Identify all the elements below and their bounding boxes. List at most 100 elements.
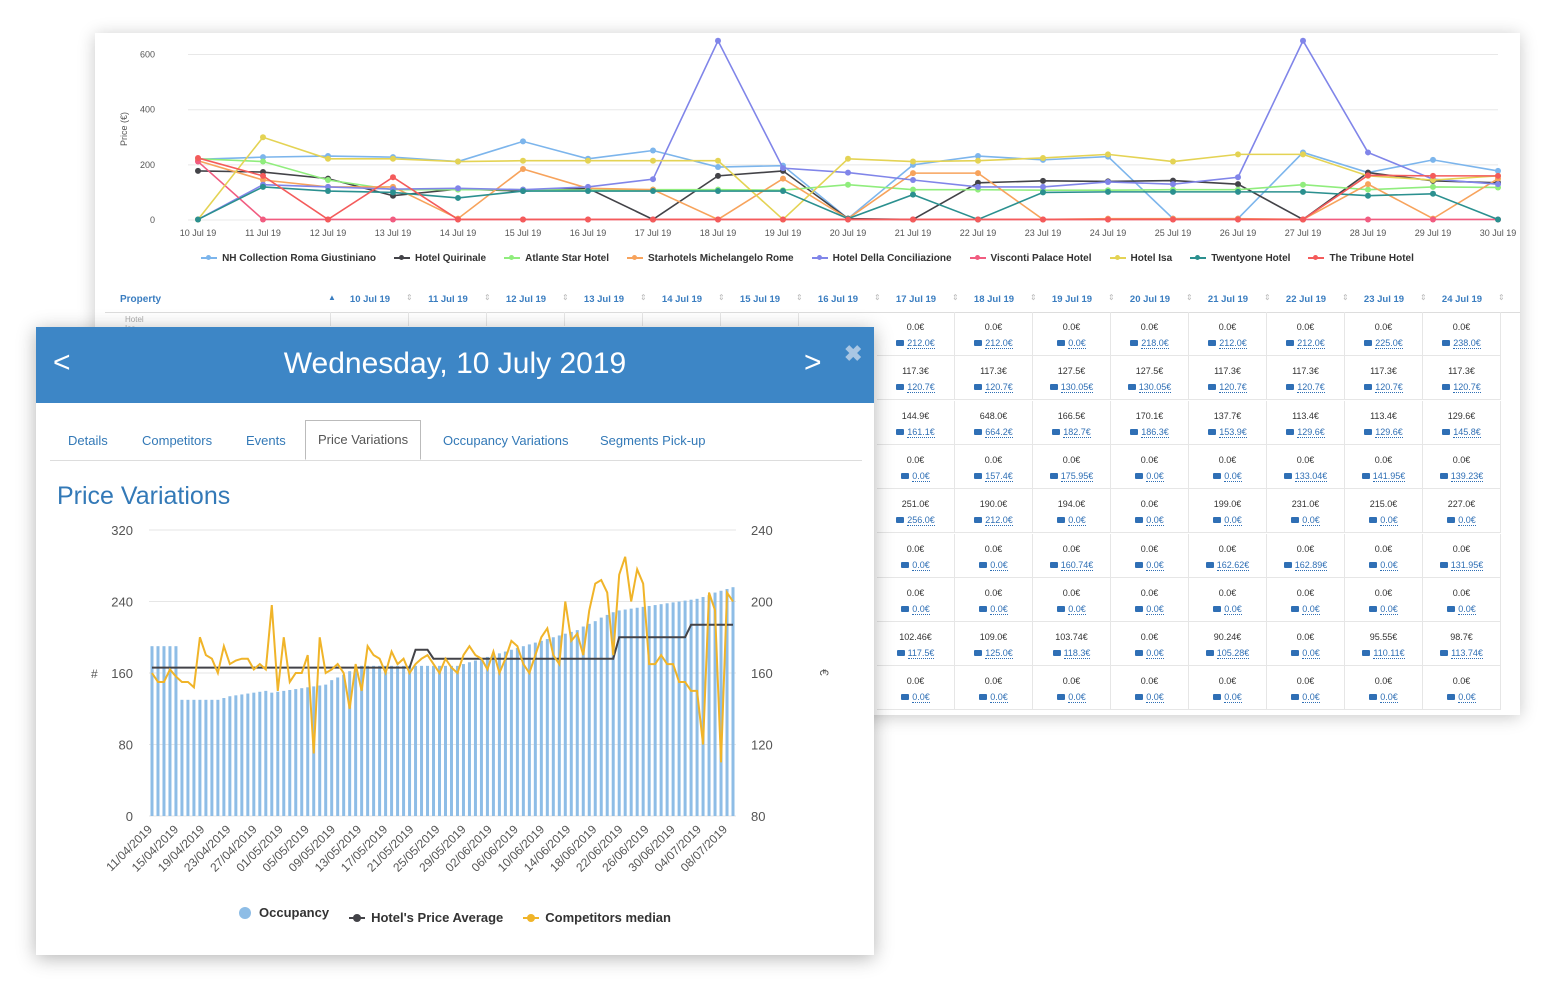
rate-cell[interactable]: 0.0€ 0.0€ xyxy=(955,666,1033,711)
date-column-header[interactable]: 12 Jul 19 xyxy=(505,294,547,305)
rate-cell[interactable]: 0.0€ 0.0€ xyxy=(1111,444,1189,489)
sort-icon[interactable]: ⇕ xyxy=(1030,293,1037,302)
rate-cell[interactable]: 0.0€ 0.0€ xyxy=(1345,666,1423,711)
rate-cell[interactable]: 98.7€ 113.74€ xyxy=(1423,622,1501,667)
sort-icon[interactable]: ⇕ xyxy=(1420,293,1427,302)
rate-cell[interactable]: 127.5€ 130.05€ xyxy=(1111,356,1189,401)
tab-price-variations[interactable]: Price Variations xyxy=(305,420,422,460)
rate-cell[interactable]: 194.0€ 0.0€ xyxy=(1033,489,1111,534)
sort-icon[interactable]: ⇕ xyxy=(718,293,725,302)
previous-day-button[interactable]: < xyxy=(53,346,71,379)
sort-icon[interactable]: ⇕ xyxy=(952,293,959,302)
rate-cell[interactable]: 137.7€ 153.9€ xyxy=(1189,400,1267,445)
date-column-header[interactable]: 24 Jul 19 xyxy=(1441,294,1483,305)
rate-cell[interactable]: 190.0€ 212.0€ xyxy=(955,489,1033,534)
rate-cell[interactable]: 0.0€ 0.0€ xyxy=(877,666,955,711)
legend-item[interactable]: Competitors median xyxy=(523,910,671,925)
legend-item[interactable]: Twentyone Hotel xyxy=(1190,253,1290,264)
rate-cell[interactable]: 129.6€ 145.8€ xyxy=(1423,400,1501,445)
rate-cell[interactable]: 0.0€ 212.0€ xyxy=(1267,312,1345,356)
legend-item[interactable]: Hotel Isa xyxy=(1109,253,1172,264)
rate-cell[interactable]: 0.0€ 0.0€ xyxy=(1345,577,1423,622)
sort-icon[interactable]: ⇕ xyxy=(1498,293,1505,302)
rate-cell[interactable]: 0.0€ 0.0€ xyxy=(1111,622,1189,667)
next-day-button[interactable]: > xyxy=(804,346,822,379)
rate-cell[interactable]: 0.0€ 0.0€ xyxy=(1033,666,1111,711)
rate-cell[interactable]: 0.0€ 0.0€ xyxy=(877,577,955,622)
rate-cell[interactable]: 0.0€ 0.0€ xyxy=(1033,312,1111,356)
rate-cell[interactable]: 90.24€ 105.28€ xyxy=(1189,622,1267,667)
date-column-header[interactable]: 22 Jul 19 xyxy=(1285,294,1327,305)
rate-cell[interactable]: 0.0€ 162.62€ xyxy=(1189,533,1267,578)
tab-details[interactable]: Details xyxy=(68,433,108,448)
date-column-header[interactable]: 17 Jul 19 xyxy=(895,294,937,305)
rate-cell[interactable]: 117.3€ 120.7€ xyxy=(955,356,1033,401)
date-column-header[interactable]: 18 Jul 19 xyxy=(973,294,1015,305)
rate-cell[interactable]: 144.9€ 161.1€ xyxy=(877,400,955,445)
date-column-header[interactable]: 23 Jul 19 xyxy=(1363,294,1405,305)
rate-cell[interactable]: 0.0€ 0.0€ xyxy=(1267,622,1345,667)
rate-cell[interactable]: 648.0€ 664.2€ xyxy=(955,400,1033,445)
close-icon[interactable]: ✖ xyxy=(844,341,863,366)
rate-cell[interactable]: 0.0€ 175.95€ xyxy=(1033,444,1111,489)
rate-cell[interactable]: 0.0€ 0.0€ xyxy=(955,577,1033,622)
tab-competitors[interactable]: Competitors xyxy=(142,433,213,448)
rate-cell[interactable]: 117.3€ 120.7€ xyxy=(1423,356,1501,401)
legend-item[interactable]: Occupancy xyxy=(239,905,329,920)
rate-cell[interactable]: 0.0€ 0.0€ xyxy=(1111,577,1189,622)
date-column-header[interactable]: 13 Jul 19 xyxy=(583,294,625,305)
rate-cell[interactable]: 0.0€ 157.4€ xyxy=(955,444,1033,489)
sort-icon[interactable]: ⇕ xyxy=(1264,293,1271,302)
sort-icon[interactable]: ⇕ xyxy=(484,293,491,302)
sort-icon[interactable]: ⇕ xyxy=(562,293,569,302)
rate-cell[interactable]: 0.0€ 218.0€ xyxy=(1111,312,1189,356)
rate-cell[interactable]: 0.0€ 131.95€ xyxy=(1423,533,1501,578)
property-column-header[interactable]: Property xyxy=(120,294,162,305)
legend-item[interactable]: Atlante Star Hotel xyxy=(504,253,609,264)
sort-asc-icon[interactable]: ▲ xyxy=(328,293,336,302)
rate-cell[interactable]: 0.0€ 212.0€ xyxy=(1189,312,1267,356)
rate-cell[interactable]: 0.0€ 212.0€ xyxy=(955,312,1033,356)
date-column-header[interactable]: 10 Jul 19 xyxy=(349,294,391,305)
rate-cell[interactable]: 113.4€ 129.6€ xyxy=(1345,400,1423,445)
tab-occupancy-variations[interactable]: Occupancy Variations xyxy=(443,433,569,448)
rate-cell[interactable]: 95.55€ 110.11€ xyxy=(1345,622,1423,667)
date-column-header[interactable]: 19 Jul 19 xyxy=(1051,294,1093,305)
rate-cell[interactable]: 0.0€ 0.0€ xyxy=(955,533,1033,578)
rate-cell[interactable]: 0.0€ 0.0€ xyxy=(1423,577,1501,622)
rate-cell[interactable]: 0.0€ 0.0€ xyxy=(1189,444,1267,489)
legend-item[interactable]: Starhotels Michelangelo Rome xyxy=(627,253,794,264)
legend-item[interactable]: Visconti Palace Hotel xyxy=(969,253,1092,264)
rate-cell[interactable]: 0.0€ 0.0€ xyxy=(1345,533,1423,578)
rate-cell[interactable]: 113.4€ 129.6€ xyxy=(1267,400,1345,445)
rate-cell[interactable]: 0.0€ 0.0€ xyxy=(1111,489,1189,534)
legend-item[interactable]: Hotel Quirinale xyxy=(393,253,486,264)
sort-icon[interactable]: ⇕ xyxy=(640,293,647,302)
rate-cell[interactable]: 0.0€ 141.95€ xyxy=(1345,444,1423,489)
date-column-header[interactable]: 14 Jul 19 xyxy=(661,294,703,305)
rate-cell[interactable]: 199.0€ 0.0€ xyxy=(1189,489,1267,534)
date-column-header[interactable]: 11 Jul 19 xyxy=(428,294,468,305)
date-column-header[interactable]: 16 Jul 19 xyxy=(817,294,859,305)
rate-cell[interactable]: 215.0€ 0.0€ xyxy=(1345,489,1423,534)
rate-cell[interactable]: 0.0€ 162.89€ xyxy=(1267,533,1345,578)
rate-cell[interactable]: 103.74€ 118.3€ xyxy=(1033,622,1111,667)
rate-cell[interactable]: 0.0€ 0.0€ xyxy=(1189,666,1267,711)
rate-cell[interactable]: 0.0€ 0.0€ xyxy=(1267,577,1345,622)
rate-cell[interactable]: 127.5€ 130.05€ xyxy=(1033,356,1111,401)
rate-cell[interactable]: 102.46€ 117.5€ xyxy=(877,622,955,667)
legend-item[interactable]: NH Collection Roma Giustiniano xyxy=(201,253,376,264)
sort-icon[interactable]: ⇕ xyxy=(796,293,803,302)
rate-cell[interactable]: 231.0€ 0.0€ xyxy=(1267,489,1345,534)
rate-cell[interactable]: 0.0€ 225.0€ xyxy=(1345,312,1423,356)
rate-cell[interactable]: 0.0€ 0.0€ xyxy=(1267,666,1345,711)
rate-cell[interactable]: 166.5€ 182.7€ xyxy=(1033,400,1111,445)
rate-cell[interactable]: 0.0€ 0.0€ xyxy=(877,444,955,489)
sort-icon[interactable]: ⇕ xyxy=(874,293,881,302)
rate-cell[interactable]: 117.3€ 120.7€ xyxy=(1189,356,1267,401)
tab-events[interactable]: Events xyxy=(246,433,286,448)
legend-item[interactable]: Hotel's Price Average xyxy=(349,910,503,925)
rate-cell[interactable]: 0.0€ 0.0€ xyxy=(877,533,955,578)
rate-cell[interactable]: 0.0€ 0.0€ xyxy=(1189,577,1267,622)
sort-icon[interactable]: ⇕ xyxy=(1186,293,1193,302)
